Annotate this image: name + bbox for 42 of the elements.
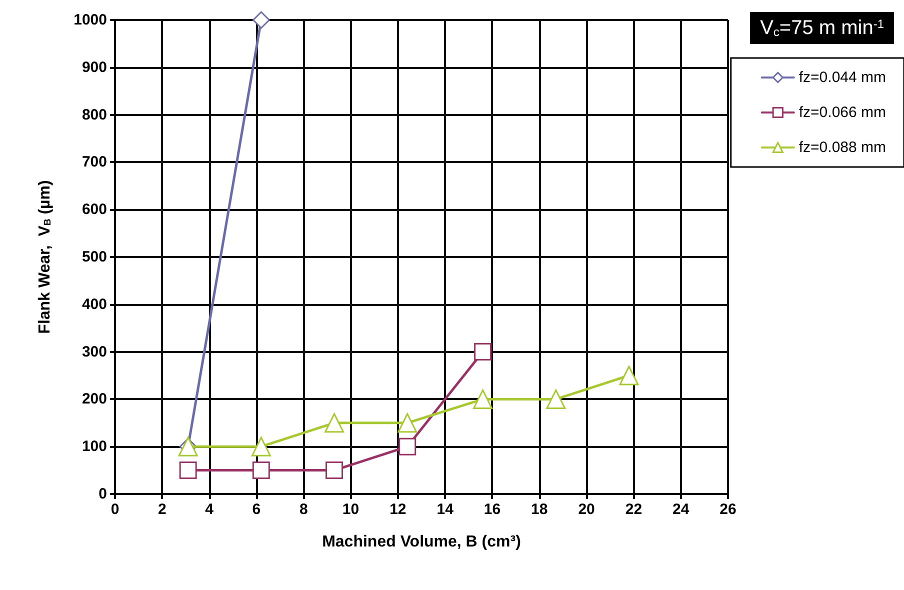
point [179,462,197,480]
x-tick-label: 10 [342,501,360,518]
legend-label: fz=0.066 mm [798,104,886,121]
y-tick-label: 1000 [74,12,107,28]
y-axis-title: Flank Wear, VB (µm) [36,180,54,334]
x-tick-label: 18 [531,501,548,518]
point [398,438,416,456]
y-tick-label: 300 [82,343,107,360]
point [324,413,344,433]
x-tick-label: 26 [720,501,736,518]
x-tick-label: 16 [484,501,501,518]
y-tick-label: 500 [82,248,107,266]
y-tick-label: 0 [98,486,107,502]
y-tick-label: 400 [82,296,107,313]
x-tick-label: 12 [390,501,406,518]
y-tick-label: 800 [82,106,107,124]
x-tick-label: 6 [252,501,261,518]
point [252,462,270,480]
x-tick-label: 22 [625,501,642,518]
x-tick-label: 20 [578,501,595,518]
point [619,366,639,386]
point [326,462,344,480]
y-tick-label: 200 [82,390,107,408]
point [473,389,493,409]
legend-label: fz=0.044 mm [798,69,886,86]
point [251,436,271,456]
point [398,413,418,433]
x-tick-label: 14 [436,501,454,518]
x-axis-title: Machined Volume, B (cm³) [322,534,521,550]
legend-label: fz=0.088 mm [798,139,886,156]
y-tick-label: 700 [82,154,107,171]
point [546,389,566,409]
x-tick-label: 4 [205,501,214,518]
point [252,11,270,29]
x-tick-label: 8 [299,501,308,518]
y-tick-label: 900 [82,58,107,76]
x-tick-label: 0 [110,501,120,518]
point [474,343,492,361]
x-tick-label: 24 [672,501,690,518]
y-tick-label: 100 [82,438,107,456]
y-tick-label: 600 [82,201,107,218]
x-tick-label: 2 [158,501,166,518]
